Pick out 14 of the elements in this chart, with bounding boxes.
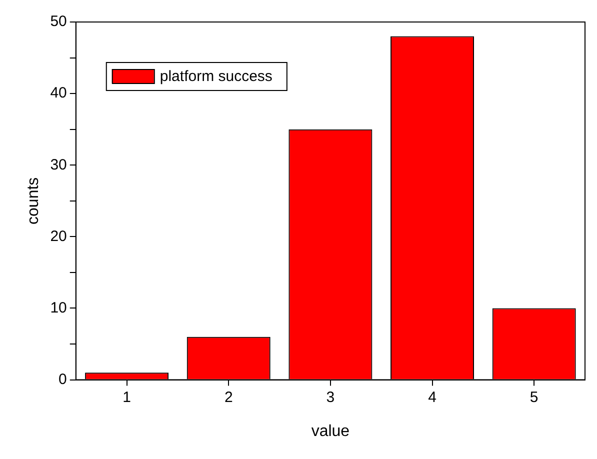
y-axis-title: counts (25, 177, 42, 224)
x-tick-label: 2 (224, 388, 233, 406)
x-tick-label: 3 (326, 388, 335, 406)
x-tick-label: 1 (122, 388, 131, 406)
y-tick-label: 30 (50, 156, 67, 174)
y-tick-label: 10 (50, 299, 67, 316)
y-tick-label: 20 (50, 228, 67, 245)
x-axis-title: value (311, 422, 350, 440)
x-tick-label: 5 (530, 388, 538, 406)
y-tick-label: 0 (58, 370, 67, 388)
y-tick-label: 50 (50, 13, 67, 30)
y-tick-label: 40 (50, 84, 67, 102)
x-tick-label: 4 (428, 388, 436, 406)
legend-label: platform success (160, 68, 272, 86)
